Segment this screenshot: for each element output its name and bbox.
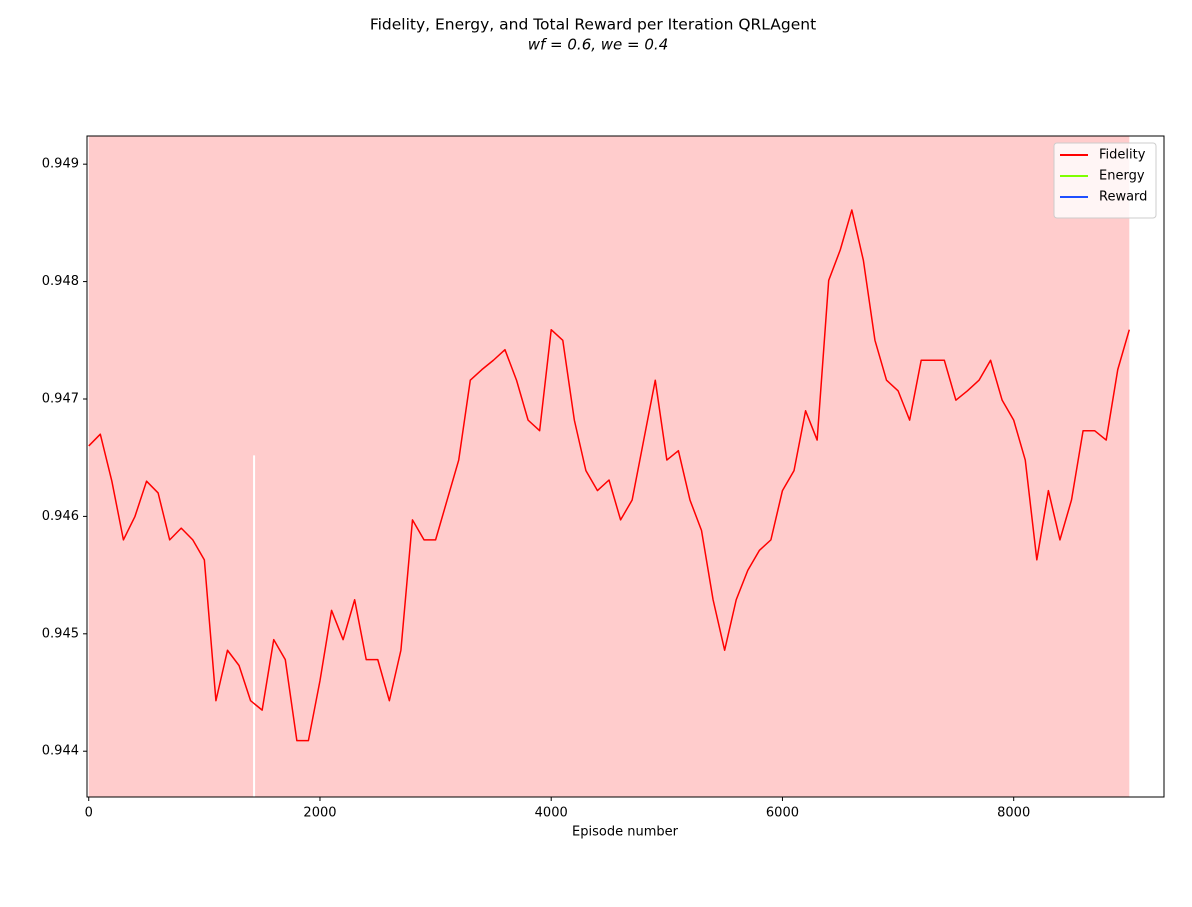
- y-tick-label: 0.949: [42, 157, 79, 172]
- legend-box: [1053, 142, 1157, 219]
- data-line: [88, 209, 1131, 742]
- shaded-span: [88, 136, 1130, 797]
- legend-label: Fidelity: [1099, 148, 1146, 163]
- y-tick-label: 0.948: [42, 274, 79, 289]
- chart-subtitle: wf = 0.6, we = 0.4: [528, 36, 669, 54]
- y-tick-label: 0.944: [42, 744, 79, 759]
- x-tick-label: 4000: [535, 806, 568, 821]
- x-tick-label: 6000: [766, 806, 799, 821]
- y-tick-label: 0.947: [42, 391, 79, 406]
- y-tick-label: 0.946: [42, 509, 79, 524]
- x-axis-label: Episode number: [572, 825, 679, 840]
- chart-title: Fidelity, Energy, and Total Reward per I…: [370, 16, 816, 34]
- x-tick-label: 8000: [997, 806, 1030, 821]
- x-tick-label: 0: [85, 806, 93, 821]
- x-tick-label: 2000: [303, 806, 336, 821]
- legend-label: Reward: [1099, 190, 1147, 205]
- axes-frame: [86, 135, 1165, 798]
- y-tick-label: 0.945: [42, 626, 79, 641]
- legend-label: Energy: [1099, 169, 1145, 184]
